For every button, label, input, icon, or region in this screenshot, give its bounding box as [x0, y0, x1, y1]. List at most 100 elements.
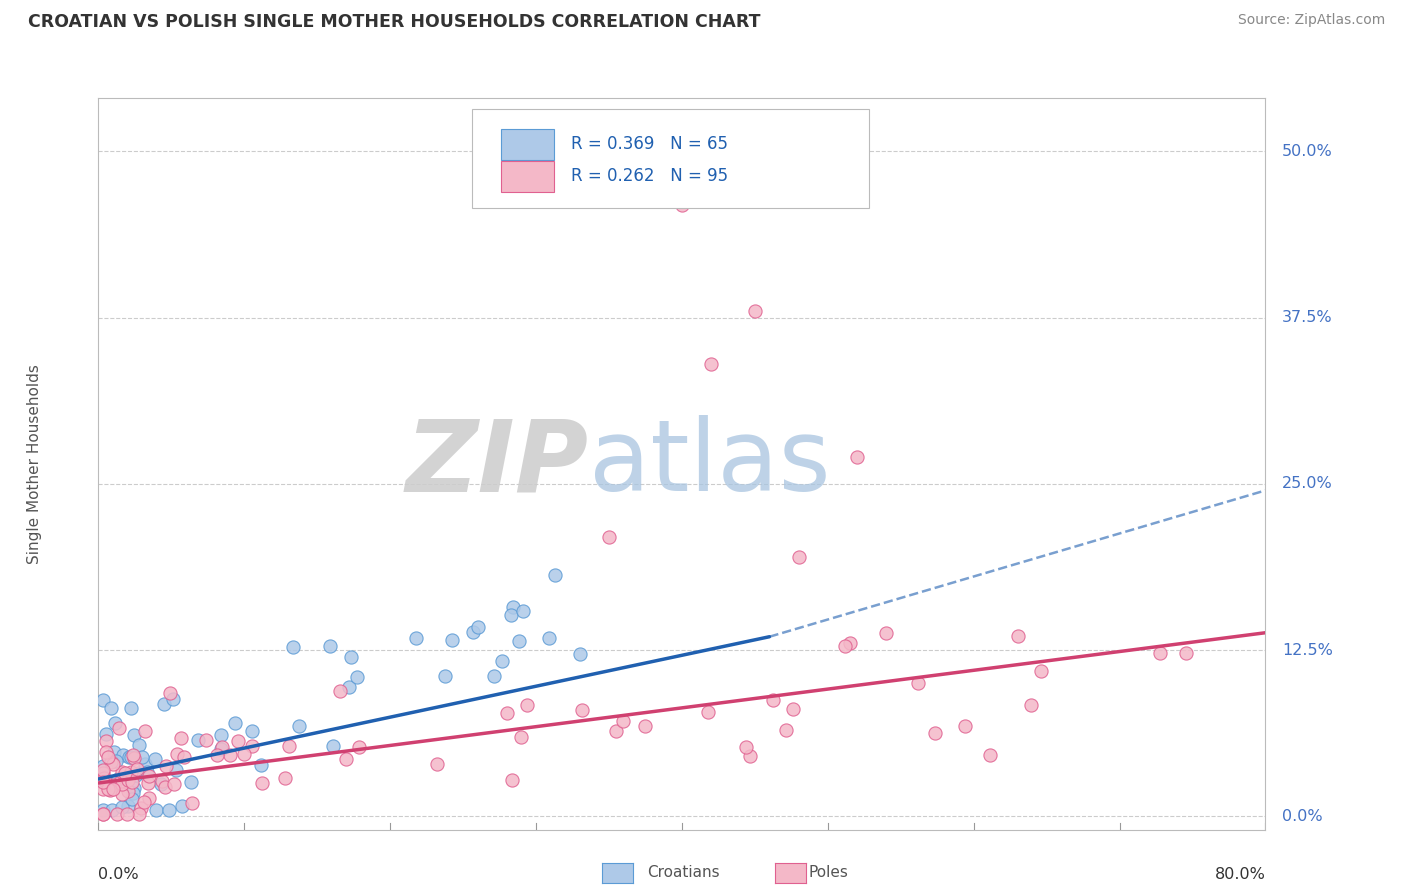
Point — [96, 734, 118, 748]
Point — [242, 739, 264, 753]
Point — [101, 756, 124, 771]
Point — [335, 752, 357, 766]
Point — [496, 706, 519, 720]
Point — [91, 764, 114, 778]
Point — [571, 703, 593, 717]
Point — [100, 756, 122, 770]
Point — [101, 803, 124, 817]
Text: 50.0%: 50.0% — [1282, 144, 1333, 159]
Point — [516, 698, 538, 712]
Point — [349, 740, 371, 755]
Point — [211, 739, 233, 754]
Point — [501, 773, 523, 788]
Point — [782, 702, 804, 716]
Point — [153, 697, 176, 711]
Point — [111, 764, 134, 779]
Point — [104, 715, 127, 730]
Point — [697, 706, 720, 720]
Point — [111, 800, 134, 814]
Point — [152, 774, 174, 789]
Point — [509, 731, 531, 745]
Point — [111, 777, 134, 791]
Point — [1007, 629, 1029, 643]
Point — [108, 775, 131, 789]
Point — [219, 748, 242, 763]
Text: Croatians: Croatians — [647, 865, 720, 880]
Point — [700, 357, 723, 371]
Point — [544, 568, 567, 582]
Point — [205, 747, 228, 762]
Point — [97, 781, 120, 796]
Point — [328, 684, 350, 698]
Point — [115, 806, 138, 821]
Point — [103, 778, 125, 792]
Point — [91, 759, 114, 773]
Point — [187, 733, 209, 747]
Bar — [501, 128, 554, 160]
Point — [744, 304, 766, 318]
Point — [834, 640, 856, 654]
Point — [155, 759, 177, 773]
Point — [283, 640, 305, 654]
Point — [787, 549, 810, 564]
Point — [491, 655, 513, 669]
Point — [157, 803, 180, 817]
Point — [136, 765, 159, 780]
Point — [132, 795, 155, 809]
Point — [94, 727, 117, 741]
Point — [101, 782, 124, 797]
Point — [762, 693, 785, 707]
Point — [136, 776, 159, 790]
Text: 25.0%: 25.0% — [1282, 476, 1333, 491]
Point — [107, 772, 129, 786]
Point — [94, 745, 117, 759]
Point — [233, 747, 256, 762]
Point — [122, 786, 145, 800]
Point — [100, 701, 122, 715]
Text: Single Mother Households: Single Mother Households — [27, 364, 42, 564]
Point — [775, 723, 797, 737]
Point — [538, 631, 561, 645]
Point — [226, 733, 249, 747]
Point — [121, 792, 143, 806]
Point — [127, 766, 149, 780]
Point — [224, 716, 246, 731]
Point — [120, 764, 142, 779]
Point — [111, 787, 134, 801]
Point — [1019, 698, 1042, 712]
Point — [249, 758, 271, 772]
Point — [122, 751, 145, 765]
Text: CROATIAN VS POLISH SINGLE MOTHER HOUSEHOLDS CORRELATION CHART: CROATIAN VS POLISH SINGLE MOTHER HOUSEHO… — [28, 13, 761, 31]
Point — [120, 750, 142, 764]
Point — [502, 599, 524, 614]
Bar — [501, 161, 554, 192]
Point — [512, 604, 534, 618]
Text: R = 0.262   N = 95: R = 0.262 N = 95 — [571, 168, 728, 186]
Point — [433, 668, 456, 682]
Point — [98, 778, 121, 792]
Point — [138, 791, 160, 805]
Point — [568, 647, 591, 661]
Point — [127, 762, 149, 776]
Point — [145, 803, 167, 817]
Point — [97, 750, 120, 764]
Point — [461, 625, 484, 640]
Point — [122, 781, 145, 796]
Point — [1149, 646, 1171, 660]
Point — [170, 799, 193, 814]
Point — [118, 750, 141, 764]
Point — [180, 774, 202, 789]
Point — [277, 739, 299, 753]
Point — [91, 766, 114, 780]
Point — [91, 774, 114, 789]
Point — [165, 763, 187, 777]
Text: Poles: Poles — [808, 865, 848, 880]
Point — [117, 798, 139, 813]
Point — [467, 620, 489, 634]
Point — [605, 723, 627, 738]
Point — [138, 769, 160, 783]
Point — [634, 719, 657, 733]
Point — [274, 771, 297, 785]
Point — [122, 729, 145, 743]
Point — [128, 806, 150, 821]
